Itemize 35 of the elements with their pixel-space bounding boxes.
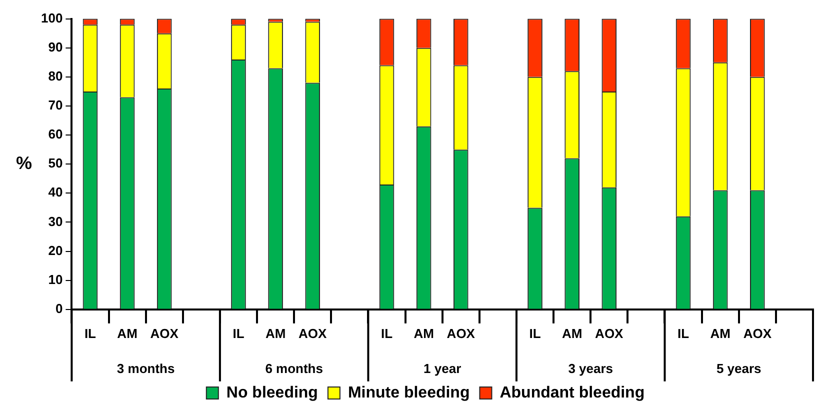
x-tick-label: IL [677, 326, 690, 341]
y-tick-label: 10 [48, 272, 63, 287]
text: 3 years [568, 360, 614, 376]
legend-label: No bleeding [226, 384, 318, 402]
x-tick-label: AM [562, 326, 582, 341]
x-tick-label: AOX [150, 326, 179, 341]
text: 3 months [116, 360, 175, 376]
x-tick-label: AM [265, 326, 286, 341]
y-tick-label: 70 [48, 98, 63, 113]
x-tick-label: AOX [298, 326, 328, 341]
y-tick-label: 20 [48, 242, 63, 258]
text: 5 years [716, 360, 762, 376]
x-tick-label: AM [414, 326, 434, 341]
y-tick-label: 80 [48, 68, 63, 84]
x-tick-label: IL [84, 326, 96, 341]
x-tick-label: IL [232, 326, 244, 341]
y-tick-label: 60 [48, 126, 63, 142]
y-tick-label: 90 [48, 39, 63, 54]
y-axis-title: % [16, 153, 32, 174]
x-tick-label: AM [710, 326, 730, 341]
text: 1 year [424, 360, 462, 376]
y-tick-label: 50 [48, 156, 63, 171]
x-tick-label: AOX [446, 326, 476, 341]
x-tick-label: AOX [595, 326, 624, 341]
y-tick-label: 30 [48, 214, 63, 229]
text: 6 months [265, 360, 323, 376]
legend-label: Minute bleeding [348, 384, 470, 402]
x-tick-label: IL [380, 326, 393, 341]
y-tick-label: 40 [48, 184, 63, 200]
x-tick-label: IL [529, 326, 541, 341]
x-tick-label: AOX [743, 326, 772, 341]
y-tick-label: 100 [40, 10, 63, 26]
legend-label: Abundant bleeding [500, 384, 645, 402]
x-tick-label: AM [117, 326, 138, 341]
y-tick-label: 0 [55, 300, 63, 316]
